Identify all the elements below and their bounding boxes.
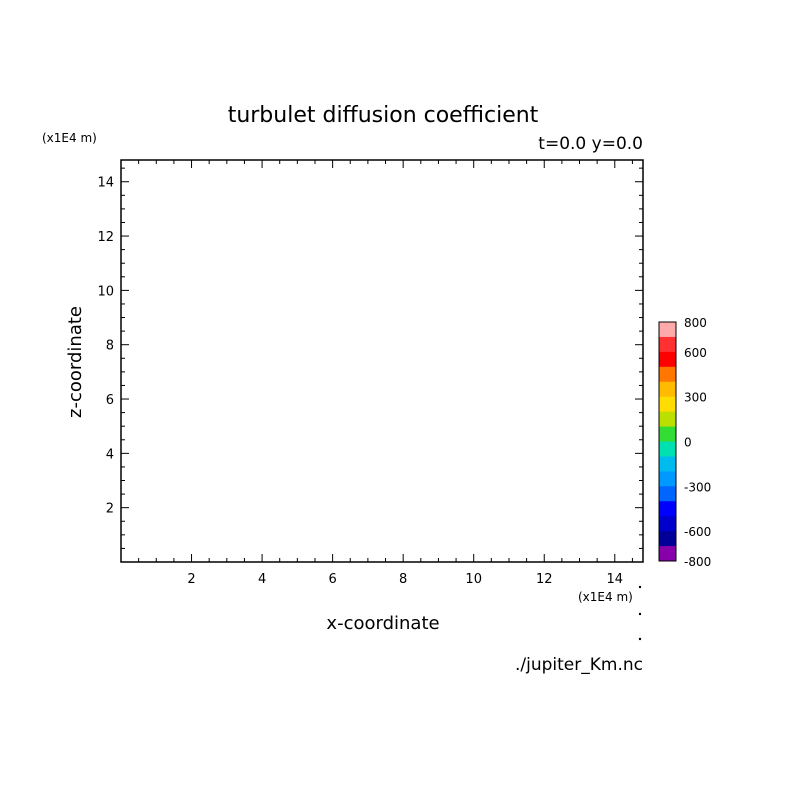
- corner-marker: [638, 612, 642, 616]
- x-tick-label: 8: [399, 572, 407, 587]
- y-tick-label: 10: [97, 284, 114, 299]
- y-tick-label: 12: [97, 230, 114, 245]
- colorbar-segment: [659, 426, 676, 442]
- x-axis-label: x-coordinate: [326, 613, 439, 634]
- colorbar-segment: [659, 441, 676, 457]
- colorbar: 800 600 300 0 -300 -600 -800: [658, 316, 711, 569]
- x-tick-label: 12: [536, 572, 553, 587]
- axis-ticks: 2 4 6 8 10 12 14 2 4 6 8 10 12 14: [97, 160, 643, 587]
- colorbar-segment: [659, 531, 676, 547]
- y-axis-label: z-coordinate: [65, 306, 86, 418]
- colorbar-segment: [659, 546, 676, 562]
- x-axis-unit: (x1E4 m): [578, 590, 633, 604]
- colorbar-tick-label: 0: [684, 436, 692, 450]
- y-tick-label: 8: [106, 339, 114, 354]
- x-tick-label: 4: [258, 572, 266, 587]
- plot-frame: [120, 159, 644, 563]
- y-tick-label: 6: [106, 393, 114, 408]
- colorbar-frame: [658, 321, 677, 562]
- colorbar-segment: [659, 322, 676, 338]
- colorbar-tick-label: -800: [684, 555, 711, 569]
- colorbar-tick-label: 300: [684, 391, 707, 405]
- colorbar-segment: [659, 471, 676, 487]
- y-tick-label: 4: [106, 447, 114, 462]
- colorbar-tick-label: -300: [684, 480, 711, 494]
- corner-marker: [638, 585, 642, 589]
- colorbar-tick-label: 800: [684, 316, 707, 330]
- x-tick-label: 6: [328, 572, 336, 587]
- chart-title: turbulet diffusion coefficient: [228, 103, 539, 128]
- colorbar-segment: [659, 366, 676, 383]
- y-tick-label: 2: [106, 502, 114, 517]
- corner-marker: [638, 637, 642, 641]
- colorbar-segment: [659, 411, 676, 428]
- x-tick-label: 2: [187, 572, 195, 587]
- colorbar-segment: [659, 381, 676, 398]
- x-tick-label: 10: [465, 572, 482, 587]
- colorbar-segment: [659, 516, 676, 532]
- source-filename: ./jupiter_Km.nc: [515, 655, 643, 675]
- colorbar-segment: [659, 336, 676, 353]
- y-axis-unit: (x1E4 m): [42, 131, 97, 145]
- colorbar-segment: [659, 456, 676, 472]
- chart-subtitle: t=0.0 y=0.0: [538, 134, 643, 154]
- colorbar-segment: [659, 396, 676, 413]
- corner-markers: [638, 585, 642, 641]
- colorbar-tick-label: 600: [684, 346, 707, 360]
- x-tick-label: 14: [607, 572, 624, 587]
- colorbar-segment: [659, 486, 676, 502]
- colorbar-tick-label: -600: [684, 525, 711, 539]
- colorbar-segment: [659, 501, 676, 517]
- y-tick-label: 14: [97, 176, 114, 191]
- colorbar-segment: [659, 351, 676, 368]
